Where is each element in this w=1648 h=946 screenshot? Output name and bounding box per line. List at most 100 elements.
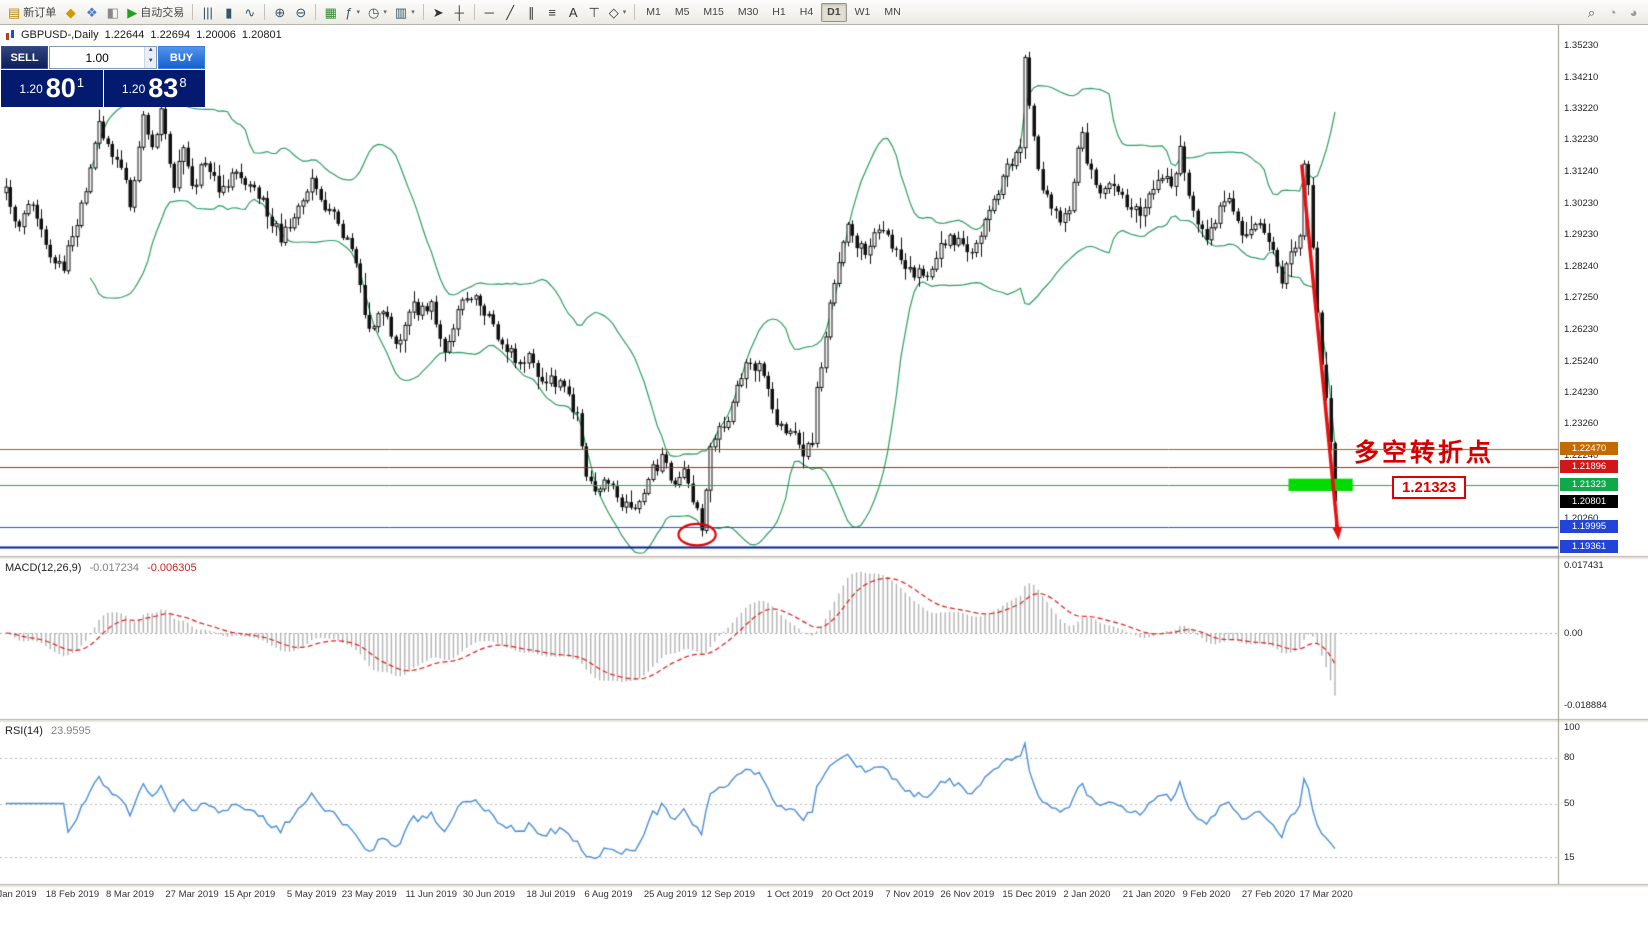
date-axis-label: 30 Jun 2019 (462, 889, 516, 900)
date-axis-label: 7 Nov 2019 (885, 889, 935, 900)
periods-button[interactable]: ◷ ▾ (364, 2, 391, 23)
indicators-button-caret-icon: ▾ (356, 9, 361, 16)
sell-price-display[interactable]: 1.20 80 1 (1, 70, 103, 107)
label-tool-button[interactable]: ⊤ (584, 2, 605, 23)
timeframe-button-D1[interactable]: D1 (821, 2, 847, 22)
timeframe-button-MN[interactable]: MN (884, 6, 901, 18)
bar-chart-button-glyph: ||| (202, 4, 213, 20)
macd-axis-label: 0.017431 (1564, 560, 1604, 572)
cursor-button-glyph: ➤ (432, 4, 444, 20)
toolbar-right-group: ⌕ ◔ ◕ (1581, 2, 1644, 23)
buy-price-display[interactable]: 1.20 83 8 (103, 70, 205, 107)
date-axis-label: 20 Oct 2019 (821, 889, 874, 900)
date-axis-label: 21 Jan 2020 (1122, 889, 1176, 900)
fibonacci-tool-button-glyph: ≡ (548, 4, 557, 20)
price-axis-tag: 1.19361 (1560, 540, 1618, 554)
shapes-tool-button[interactable]: ◇ ▾ (605, 2, 631, 23)
chart-symbol-label: GBPUSD-,Daily (21, 29, 99, 41)
price-axis-label: 1.24230 (1564, 387, 1599, 399)
buy-button[interactable]: BUY (158, 46, 205, 69)
date-axis-label: 1 Oct 2019 (766, 889, 814, 900)
toolbar-separator (264, 4, 266, 20)
date-axis-label: 26 Nov 2019 (940, 889, 995, 900)
tile-windows-button[interactable]: ▦ (320, 2, 341, 23)
chat-icon-glyph: ◔ (1608, 4, 1617, 20)
timeframe-button-H4[interactable]: H4 (799, 6, 814, 18)
crosshair-button[interactable]: ┼ (449, 2, 470, 23)
date-axis-label: 9 Feb 2020 (1182, 889, 1231, 900)
timeframe-button-M5[interactable]: M5 (674, 6, 690, 18)
channel-tool-button-glyph: ∥ (527, 4, 535, 20)
chart-open-value: 1.22644 (104, 29, 145, 41)
date-axis-label: 6 Aug 2019 (584, 889, 633, 900)
notifications-icon[interactable]: ◕ (1623, 2, 1644, 23)
price-axis-label: 1.30230 (1564, 197, 1599, 209)
date-axis-label: 18 Jul 2019 (526, 889, 576, 900)
sell-price-big: 80 (45, 73, 76, 103)
date-axis-label: 8 Mar 2019 (106, 889, 155, 900)
price-chart-canvas[interactable] (0, 25, 1648, 946)
text-tool-button[interactable]: A (563, 2, 584, 23)
search-icon[interactable]: ⌕ (1581, 2, 1602, 23)
date-axis-label: 11 Jun 2019 (405, 889, 458, 900)
hline-tool-button[interactable]: ─ (479, 2, 500, 23)
volume-down-icon[interactable]: ▼ (145, 57, 156, 68)
price-axis-tag: 1.19995 (1560, 520, 1618, 534)
new-order-button-glyph: ▤ (8, 4, 21, 20)
new-order-button[interactable]: ▤ 新订单 (4, 2, 60, 23)
chat-icon[interactable]: ◔ (1602, 2, 1623, 23)
trade-panel-prices: 1.20 80 1 1.20 83 8 (1, 70, 205, 107)
buy-price-big: 83 (148, 73, 179, 103)
candlestick-chart-button[interactable]: ▮ (218, 2, 239, 23)
candlestick-chart-button-glyph: ▮ (225, 4, 233, 20)
autotrade-button[interactable]: ▶ 自动交易 (123, 2, 188, 23)
timeframe-button-M15[interactable]: M15 (703, 6, 724, 18)
zoom-in-button[interactable]: ⊕ (269, 2, 290, 23)
macd-main-value: -0.017234 (89, 562, 140, 574)
date-axis-label: 15 Apr 2019 (224, 889, 276, 900)
fibonacci-tool-button[interactable]: ≡ (542, 2, 563, 23)
zoom-in-button-glyph: ⊕ (274, 4, 286, 20)
toolbar-separator (473, 4, 475, 20)
channel-tool-button[interactable]: ∥ (521, 2, 542, 23)
trendline-tool-button-glyph: ╱ (506, 4, 515, 20)
date-axis-label: 27 Mar 2019 (165, 889, 219, 900)
rsi-axis-label: 15 (1564, 851, 1575, 863)
chart-window-icon[interactable]: ◆ (60, 2, 81, 23)
autotrade-button-label: 自动交易 (140, 7, 185, 19)
templates-button[interactable]: ▥ ▾ (391, 2, 419, 23)
price-axis[interactable]: 1.35230 1.34210 1.33220 1.32230 1.31240 1.302… (1558, 25, 1648, 885)
data-window-icon[interactable]: ◧ (102, 2, 123, 23)
zoom-out-button[interactable]: ⊖ (290, 2, 311, 23)
price-callout-annotation: 1.21323 (1392, 476, 1467, 499)
macd-axis-label: -0.018884 (1564, 700, 1607, 712)
tile-windows-button-glyph: ▦ (324, 4, 337, 20)
cursor-button[interactable]: ➤ (428, 2, 449, 23)
price-axis-label: 1.31240 (1564, 165, 1599, 177)
templates-button-glyph: ▥ (394, 4, 408, 20)
sell-button[interactable]: SELL (1, 46, 48, 69)
indicators-button[interactable]: ƒ ▾ (341, 2, 364, 23)
line-chart-button[interactable]: ∿ (239, 2, 260, 23)
volume-field: ▲ ▼ (49, 46, 157, 69)
profiles-icon-glyph: ❖ (85, 4, 98, 20)
timeframe-button-W1[interactable]: W1 (854, 6, 871, 18)
trendline-tool-button[interactable]: ╱ (500, 2, 521, 23)
timeframe-button-H1[interactable]: H1 (772, 6, 786, 18)
data-window-icon-glyph: ◧ (106, 4, 119, 20)
indicators-button-glyph: ƒ (345, 4, 353, 20)
volume-up-icon[interactable]: ▲ (145, 47, 156, 58)
date-axis[interactable]: 30 Jan 2019 18 Feb 2019 8 Mar 2019 27 Mar 2… (0, 887, 1648, 905)
hline-tool-button-glyph: ─ (484, 4, 494, 20)
timeframe-button-M1[interactable]: M1 (646, 6, 661, 18)
price-axis-label: 1.20260 (1564, 513, 1599, 525)
bar-chart-button[interactable]: ||| (197, 2, 218, 23)
volume-spinner[interactable]: ▲ ▼ (144, 47, 156, 68)
date-axis-label: 15 Dec 2019 (1002, 889, 1057, 900)
buy-price-sup: 8 (179, 75, 187, 90)
toolbar-separator (192, 4, 194, 20)
volume-input[interactable] (50, 47, 145, 68)
timeframe-button-M30[interactable]: M30 (737, 6, 759, 18)
profiles-icon[interactable]: ❖ (81, 2, 102, 23)
